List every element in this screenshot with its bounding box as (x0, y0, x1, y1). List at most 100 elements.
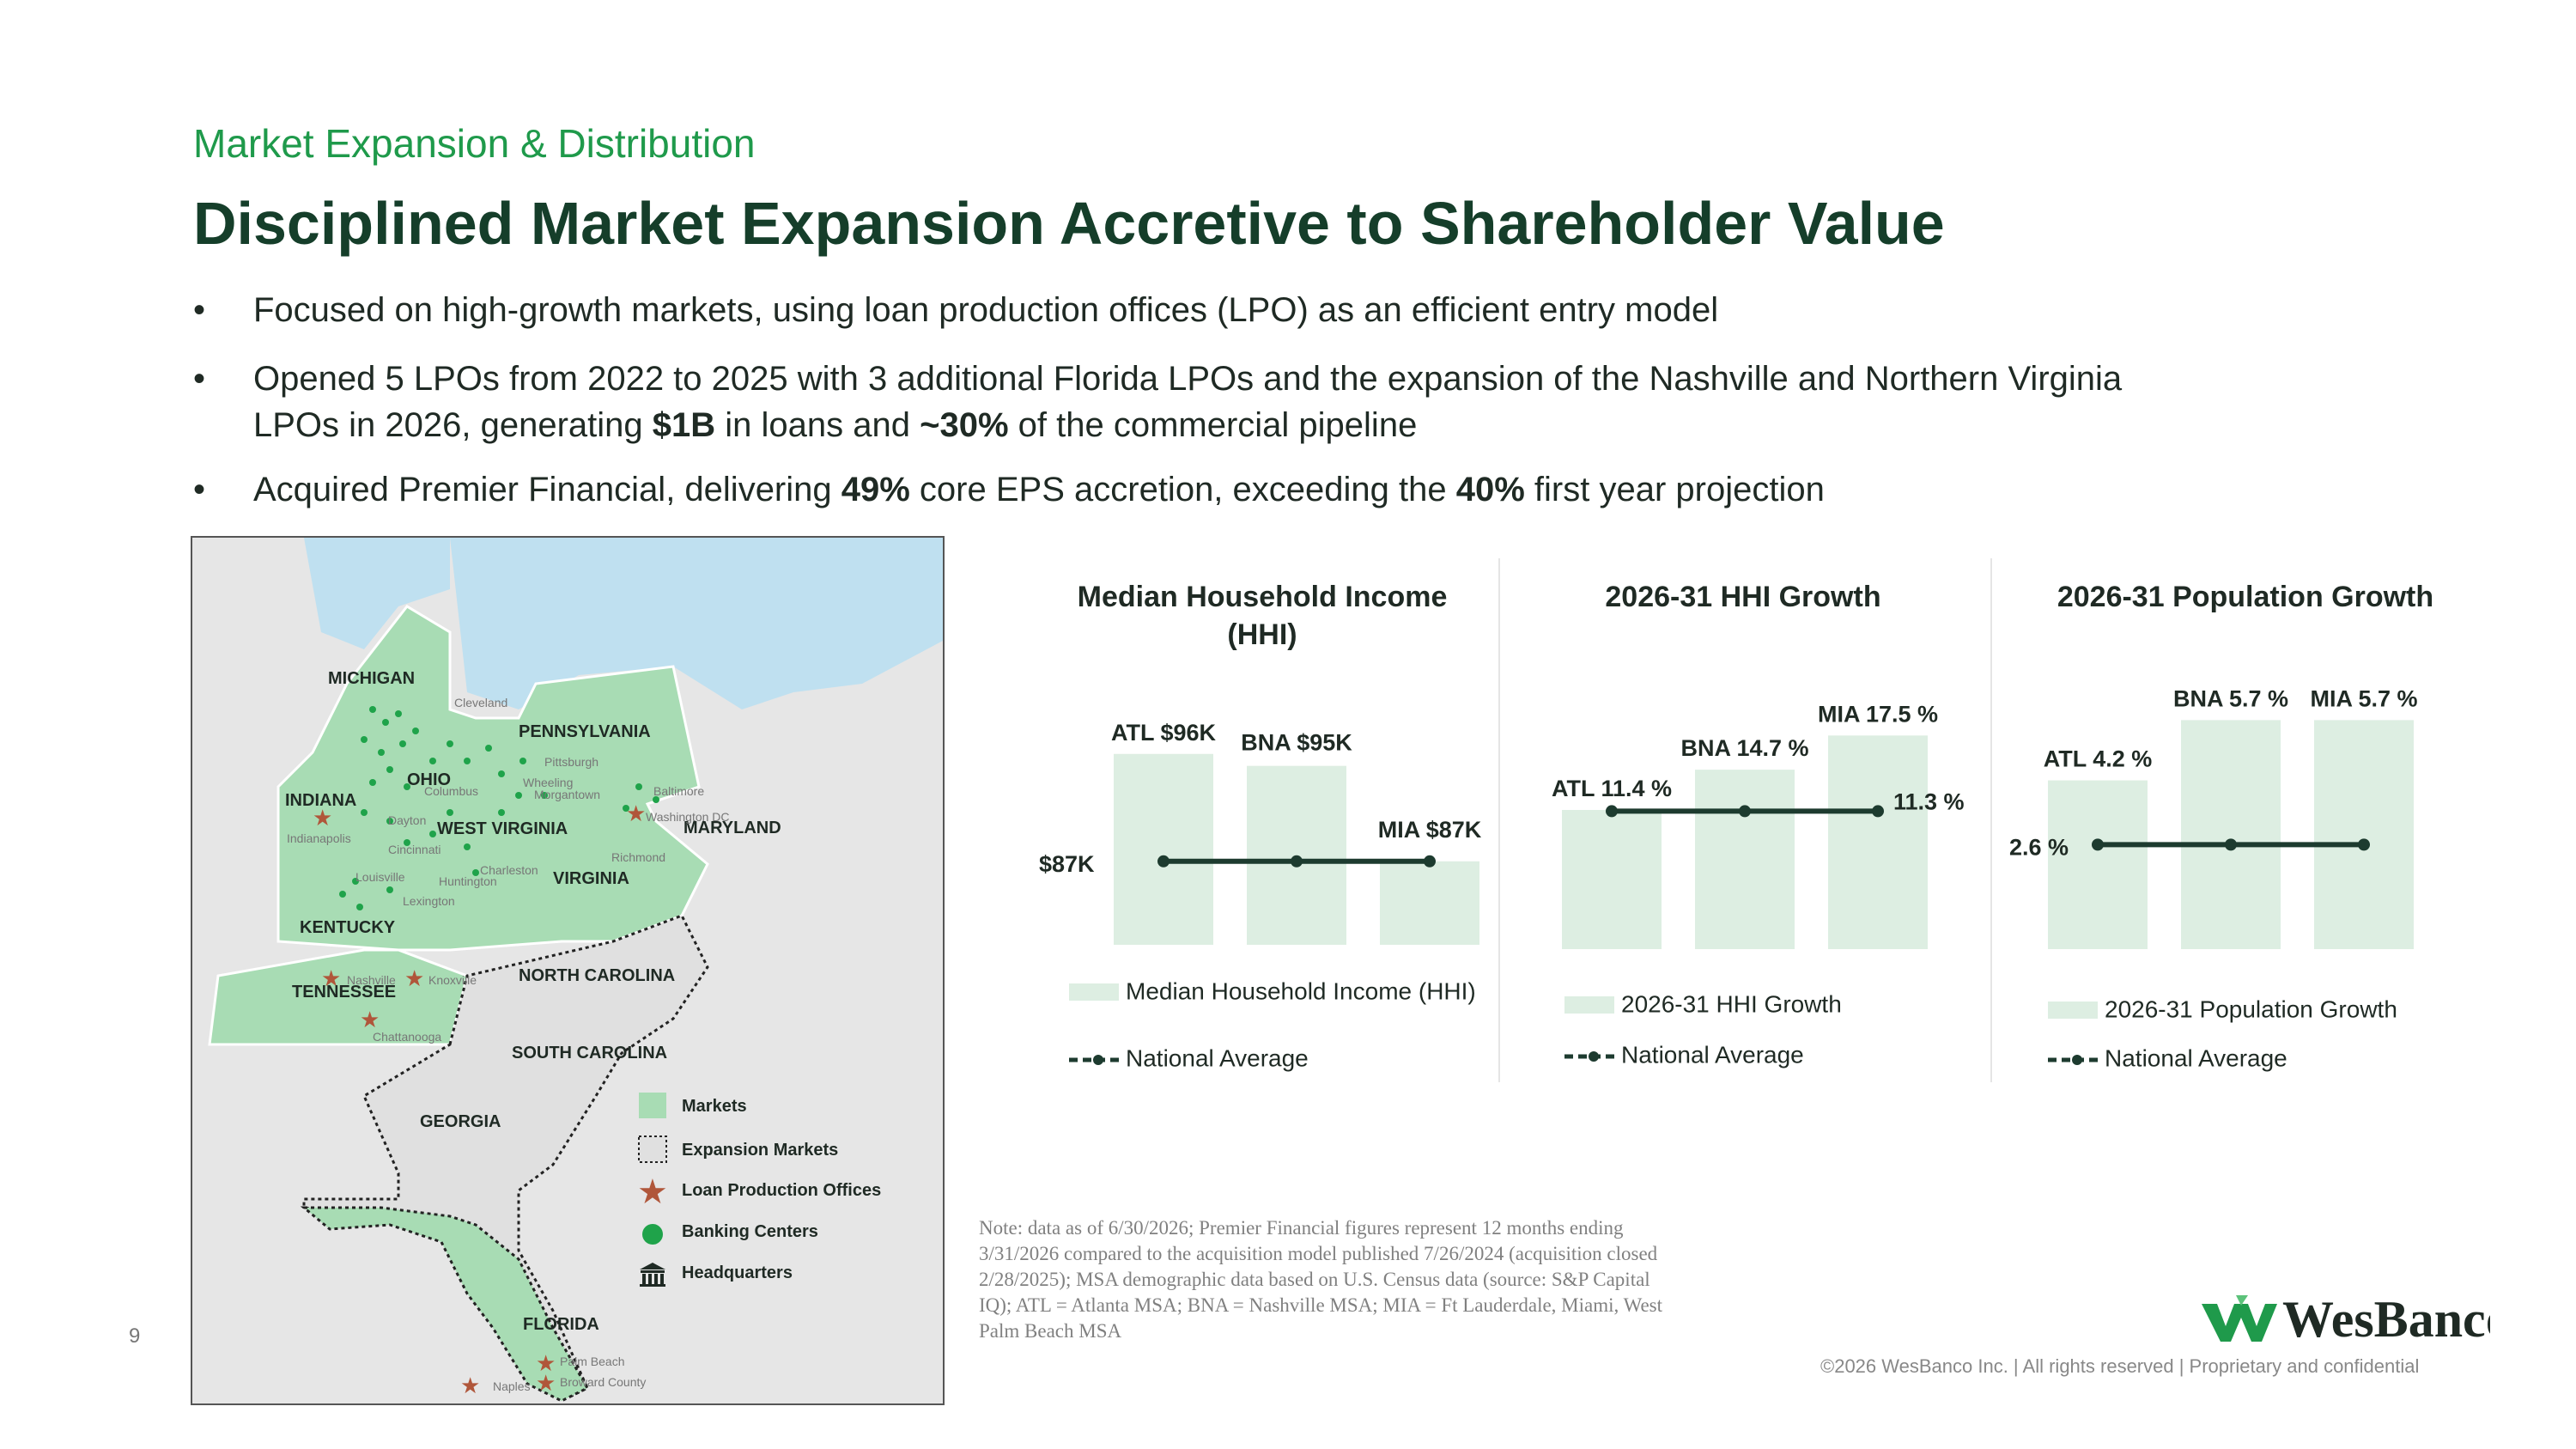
bar-value-label: ATL 11.4 % (1552, 776, 1672, 801)
legend-bar-hhi-growth: 2026-31 HHI Growth (1564, 989, 1842, 1019)
city-label: Cleveland (454, 696, 507, 709)
lpo-stars: ★ ★ ★ ★ ★ ★ ★ ★ (313, 801, 646, 1399)
bar-value-label: ATL $96K (1111, 720, 1217, 746)
footer-copyright: ©2026 WesBanco Inc. | All rights reserve… (1820, 1355, 2420, 1377)
banking-center-dot (352, 878, 359, 885)
banking-center-dot (541, 792, 548, 799)
state-label-ohio: OHIO (407, 770, 451, 789)
banking-center-dot (653, 796, 659, 803)
legend-headquarters-icon (640, 1263, 665, 1287)
lpo-star-icon: ★ (360, 1008, 380, 1033)
legend-headquarters-label: Headquarters (682, 1263, 793, 1282)
legend-expansion-swatch (638, 1135, 667, 1163)
chart-bar (1695, 770, 1795, 949)
national-average-point (1157, 855, 1170, 868)
bar-value-label: MIA 5.7 % (2310, 685, 2417, 711)
banking-center-dot (386, 818, 393, 825)
legend-markets-label: Markets (682, 1097, 747, 1116)
city-label: Huntington (439, 874, 497, 888)
chart-title: Median Household Income (HHI) (1077, 581, 1448, 651)
bar-value-label: MIA $87K (1378, 817, 1482, 843)
state-label-michigan: MICHIGAN (328, 669, 415, 688)
legend-bar-swatch (1564, 995, 1614, 1014)
wesbanco-logo-icon: WesBanco (2202, 1291, 2512, 1348)
bullet-text-part: core EPS accretion, exceeding the (909, 471, 1456, 508)
bar-value-label: MIA 17.5 % (1818, 701, 1938, 727)
legend-line-pop-growth: National Average (2048, 1044, 2287, 1073)
city-label: Dayton (388, 813, 426, 827)
legend-line-swatch (1564, 1042, 1616, 1069)
legend-bar-swatch (2048, 1001, 2098, 1019)
national-average-point (1739, 805, 1751, 818)
page-title: Disciplined Market Expansion Accretive t… (193, 190, 1945, 257)
national-average-label: $87K (1039, 851, 1095, 877)
banking-center-dot (399, 740, 406, 747)
bullet-highlight: $1B (652, 406, 716, 444)
bar-value-label: BNA 14.7 % (1680, 735, 1808, 761)
bar-value-label: BNA 5.7 % (2173, 685, 2288, 711)
expansion-markets-region (302, 914, 709, 1398)
wesbanco-logo: WesBanco (2198, 1288, 2512, 1353)
banking-center-dot (429, 831, 436, 837)
city-label: Broward County (560, 1375, 646, 1389)
market-map: ★ ★ ★ ★ ★ ★ ★ ★ MICHIGAN OHIO PENNSYLVAN… (191, 536, 945, 1405)
national-average-point (2092, 838, 2104, 851)
banking-center-dot (395, 710, 402, 717)
great-lakes-water (450, 538, 943, 709)
banking-center-dot (369, 706, 376, 713)
legend-banking-label: Banking Centers (682, 1222, 818, 1241)
city-label: Palm Beach (560, 1355, 624, 1368)
bullet-text-part: LPOs in 2026, generating (253, 406, 653, 444)
lpo-star-icon: ★ (404, 966, 424, 992)
state-label-maryland: MARYLAND (683, 819, 781, 837)
bullet-text-part: of the commercial pipeline (1008, 406, 1418, 444)
legend-bar-label: 2026-31 Population Growth (2105, 995, 2397, 1023)
chart-bar (2048, 780, 2148, 949)
legend-line-label: National Average (1621, 1041, 1804, 1068)
bullet-text: Acquired Premier Financial, delivering 4… (253, 466, 1825, 513)
banking-center-dot (623, 805, 629, 812)
city-label: Charleston (480, 863, 538, 877)
national-average-point (2225, 838, 2237, 851)
lpo-star-icon: ★ (536, 1351, 556, 1377)
city-label: Indianapolis (287, 831, 351, 845)
city-label: Wheeling (523, 776, 573, 789)
banking-center-dot (404, 783, 410, 790)
banking-center-dot (369, 779, 376, 786)
brand-name: WesBanco (2282, 1291, 2490, 1348)
legend-line-label: National Average (2105, 1044, 2287, 1072)
banking-center-dot (339, 891, 346, 898)
bullet-text-part: in loans and (715, 406, 920, 444)
legend-banking-dot-icon (642, 1224, 663, 1245)
chart-bar (2314, 720, 2414, 949)
chart-title: 2026-31 HHI Growth (1605, 581, 1881, 613)
national-average-point (1606, 805, 1618, 818)
state-label-virginia: VIRGINIA (553, 869, 629, 888)
legend-expansion-label: Expansion Markets (682, 1141, 838, 1160)
bullet-text: Focused on high-growth markets, using lo… (253, 291, 1719, 329)
page-number: 9 (129, 1324, 141, 1348)
state-label-west-virginia: WEST VIRGINIA (437, 819, 568, 838)
national-average-label: 11.3 % (1893, 788, 1965, 814)
legend-bar-hhi: Median Household Income (HHI) (1069, 977, 1476, 1006)
banking-center-dot (382, 719, 389, 726)
bullet-marker: • (193, 360, 206, 398)
bar-value-label: BNA $95K (1241, 730, 1352, 756)
legend-markets-swatch (639, 1093, 666, 1118)
city-label: Naples (493, 1379, 531, 1393)
city-label: Cincinnati (388, 843, 440, 856)
banking-center-dot (515, 792, 522, 799)
national-average-point (2358, 838, 2370, 851)
legend-line-label: National Average (1126, 1044, 1309, 1072)
chart-bar (1380, 861, 1479, 945)
city-label: Pittsburgh (544, 755, 598, 769)
legend-bar-label: 2026-31 HHI Growth (1621, 990, 1842, 1018)
national-average-point (1424, 855, 1436, 868)
lpo-star-icon: ★ (460, 1373, 480, 1399)
banking-center-dot (356, 904, 363, 910)
city-label: Columbus (424, 784, 478, 798)
chart-bar (1562, 810, 1662, 949)
lpo-star-icon: ★ (313, 806, 332, 831)
state-label-pennsylvania: PENNSYLVANIA (519, 722, 651, 741)
